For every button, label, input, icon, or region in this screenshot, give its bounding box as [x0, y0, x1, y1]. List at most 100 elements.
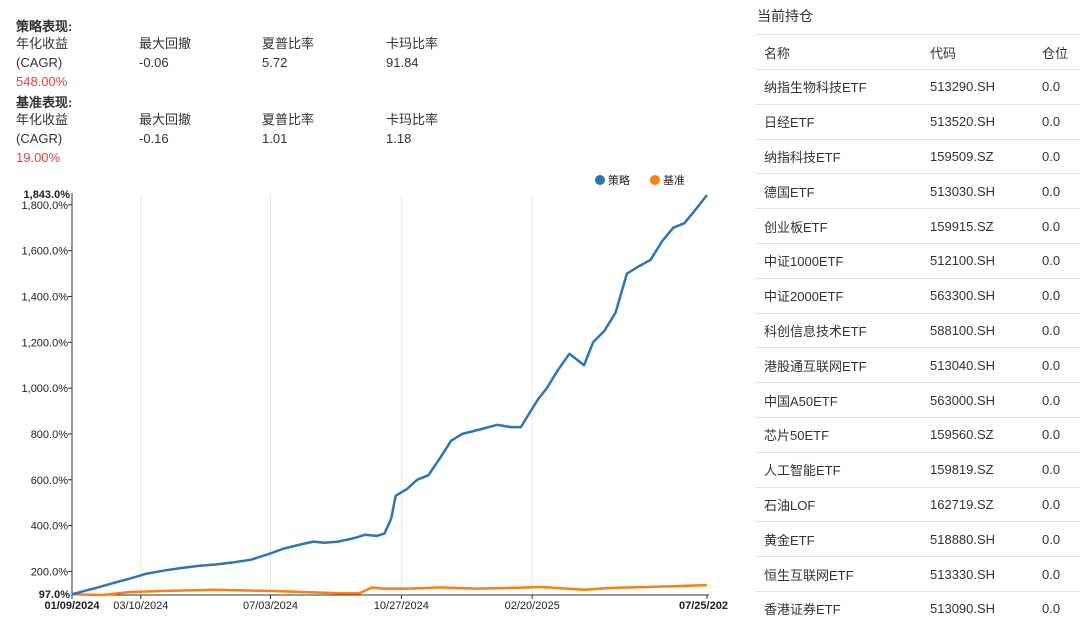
table-row[interactable]: 中证1000ETF 512100.SH 0.0 — [755, 242, 1080, 279]
holding-name: 港股通互联网ETF — [755, 347, 921, 383]
legend-label[interactable]: 基准 — [663, 174, 685, 187]
y-max-label: 1,843.0% — [24, 189, 71, 201]
x-tick-label: 10/27/2024 — [374, 600, 429, 612]
table-row[interactable]: 恒生互联网ETF 513330.SH 0.0 — [755, 556, 1080, 592]
holding-code: 512100.SH — [921, 242, 1033, 279]
strategy-title: 策略表现: — [16, 19, 73, 34]
table-row[interactable]: 中证2000ETF 563300.SH 0.0 — [755, 277, 1080, 314]
legend-label[interactable]: 策略 — [608, 173, 630, 187]
x-tick-label: 02/20/2025 — [505, 600, 560, 612]
holding-name: 纳指科技ETF — [755, 138, 921, 174]
returns-chart-svg[interactable]: 200.0% 400.0% 600.0% 800.0% 1,000.0% 1,200.0%… — [0, 168, 740, 626]
table-row[interactable]: 科创信息技术ETF 588100.SH 0.0 — [755, 312, 1080, 348]
holding-name: 中证1000ETF — [755, 242, 921, 279]
holding-name: 芯片50ETF — [755, 416, 921, 453]
y-tick-label: 1,800.0% — [22, 200, 69, 212]
metric-value: 548.00% — [16, 74, 68, 89]
column-header-position[interactable]: 仓位 — [1033, 34, 1080, 70]
metric-label-sub: (CAGR) — [16, 55, 63, 70]
benchmark-title: 基准表现: — [16, 95, 73, 110]
holding-position: 0.0 — [1033, 521, 1080, 557]
metric-label: 夏普比率 — [262, 112, 315, 127]
holding-code: 588100.SH — [921, 312, 1033, 348]
strategy-sharpe: 夏普比率 5.72 — [262, 34, 314, 72]
holding-code: 159560.SZ — [921, 416, 1033, 453]
y-tick-label: 1,600.0% — [22, 246, 69, 258]
legend-marker[interactable] — [595, 175, 605, 185]
metric-value: 1.18 — [386, 131, 412, 146]
column-header-code[interactable]: 代码 — [921, 34, 1033, 70]
metric-value: -0.06 — [139, 55, 169, 70]
benchmark-max-drawdown: 最大回撤 -0.16 — [139, 110, 191, 148]
metric-label: 卡玛比率 — [386, 112, 439, 127]
performance-panel: 策略表现: 年化收益 (CAGR) 548.00% 最大回撤 -0.06 夏普比… — [0, 19, 740, 626]
metric-label: 年化收益 — [16, 112, 69, 127]
holding-name: 中证2000ETF — [755, 277, 921, 314]
holding-code: 513030.SH — [921, 173, 1033, 209]
table-row[interactable]: 创业板ETF 159915.SZ 0.0 — [755, 208, 1080, 244]
table-row[interactable]: 芯片50ETF 159560.SZ 0.0 — [755, 416, 1080, 453]
metric-label: 最大回撤 — [139, 112, 192, 127]
holding-position: 0.0 — [1033, 486, 1080, 522]
table-row[interactable]: 石油LOF 162719.SZ 0.0 — [755, 486, 1080, 522]
holding-code: 518880.SH — [921, 521, 1033, 557]
holding-code: 159509.SZ — [921, 138, 1033, 174]
holding-position: 0.0 — [1033, 138, 1080, 174]
table-row[interactable]: 德国ETF 513030.SH 0.0 — [755, 173, 1080, 209]
holdings-table: 名称 代码 仓位 纳指生物科技ETF 513290.SH 0.0 日经ETF 51352… — [755, 34, 1080, 626]
holdings-body: 纳指生物科技ETF 513290.SH 0.0 日经ETF 513520.SH 0.0 纳指… — [755, 69, 1080, 626]
holding-position: 0.0 — [1033, 69, 1080, 105]
y-tick-label: 400.0% — [31, 521, 69, 533]
holding-code: 162719.SZ — [921, 486, 1033, 522]
metric-value: 19.00% — [16, 150, 61, 165]
metric-label: 最大回撤 — [139, 36, 192, 51]
table-row[interactable]: 纳指科技ETF 159509.SZ 0.0 — [755, 138, 1080, 174]
metric-value: -0.16 — [139, 131, 169, 146]
table-row[interactable]: 纳指生物科技ETF 513290.SH 0.0 — [755, 69, 1080, 105]
benchmark-calmar: 卡玛比率 1.18 — [386, 110, 438, 148]
table-row[interactable]: 中国A50ETF 563000.SH 0.0 — [755, 382, 1080, 418]
holdings-header-row: 名称 代码 仓位 — [755, 34, 1080, 70]
holding-code: 513290.SH — [921, 69, 1033, 105]
legend-marker[interactable] — [650, 175, 660, 185]
returns-chart[interactable]: 200.0% 400.0% 600.0% 800.0% 1,000.0% 1,200.0%… — [0, 168, 740, 626]
holding-code: 513520.SH — [921, 103, 1033, 140]
table-row[interactable]: 黄金ETF 518880.SH 0.0 — [755, 521, 1080, 557]
metric-label-sub: (CAGR) — [16, 131, 63, 146]
holding-position: 0.0 — [1033, 242, 1080, 279]
table-row[interactable]: 香港证券ETF 513090.SH 0.0 — [755, 590, 1080, 626]
holding-position: 0.0 — [1033, 451, 1080, 488]
table-row[interactable]: 人工智能ETF 159819.SZ 0.0 — [755, 451, 1080, 488]
holding-name: 人工智能ETF — [755, 451, 921, 488]
metric-value: 1.01 — [262, 131, 288, 146]
x-tick-label: 07/03/2024 — [243, 600, 298, 612]
strategy-calmar: 卡玛比率 91.84 — [386, 34, 438, 72]
holding-position: 0.0 — [1033, 590, 1080, 626]
holding-position: 0.0 — [1033, 556, 1080, 592]
y-tick-label: 1,000.0% — [22, 383, 69, 395]
holding-name: 恒生互联网ETF — [755, 556, 921, 592]
column-header-name[interactable]: 名称 — [755, 34, 921, 70]
holding-name: 香港证券ETF — [755, 590, 921, 626]
table-row[interactable]: 港股通互联网ETF 513040.SH 0.0 — [755, 347, 1080, 383]
table-row[interactable]: 日经ETF 513520.SH 0.0 — [755, 103, 1080, 140]
holding-name: 纳指生物科技ETF — [755, 69, 921, 105]
y-tick-label: 1,200.0% — [22, 337, 69, 349]
benchmark-line — [71, 583, 708, 597]
holding-name: 创业板ETF — [755, 208, 921, 244]
metric-label: 年化收益 — [16, 36, 69, 51]
holding-name: 科创信息技术ETF — [755, 312, 921, 348]
strategy-line — [71, 194, 708, 596]
holding-name: 石油LOF — [755, 486, 921, 522]
metric-value: 5.72 — [262, 55, 288, 70]
strategy-max-drawdown: 最大回撤 -0.06 — [139, 34, 191, 72]
benchmark-cagr: 年化收益 (CAGR) 19.00% — [16, 110, 68, 167]
holding-name: 日经ETF — [755, 103, 921, 140]
y-min-label: 97.0% — [39, 589, 70, 601]
holding-code: 159915.SZ — [921, 208, 1033, 244]
holding-code: 513040.SH — [921, 347, 1033, 383]
x-tick-label: 01/09/2024 — [44, 600, 100, 612]
holding-code: 563300.SH — [921, 277, 1033, 314]
holding-position: 0.0 — [1033, 382, 1080, 418]
y-tick-label: 600.0% — [31, 475, 69, 487]
